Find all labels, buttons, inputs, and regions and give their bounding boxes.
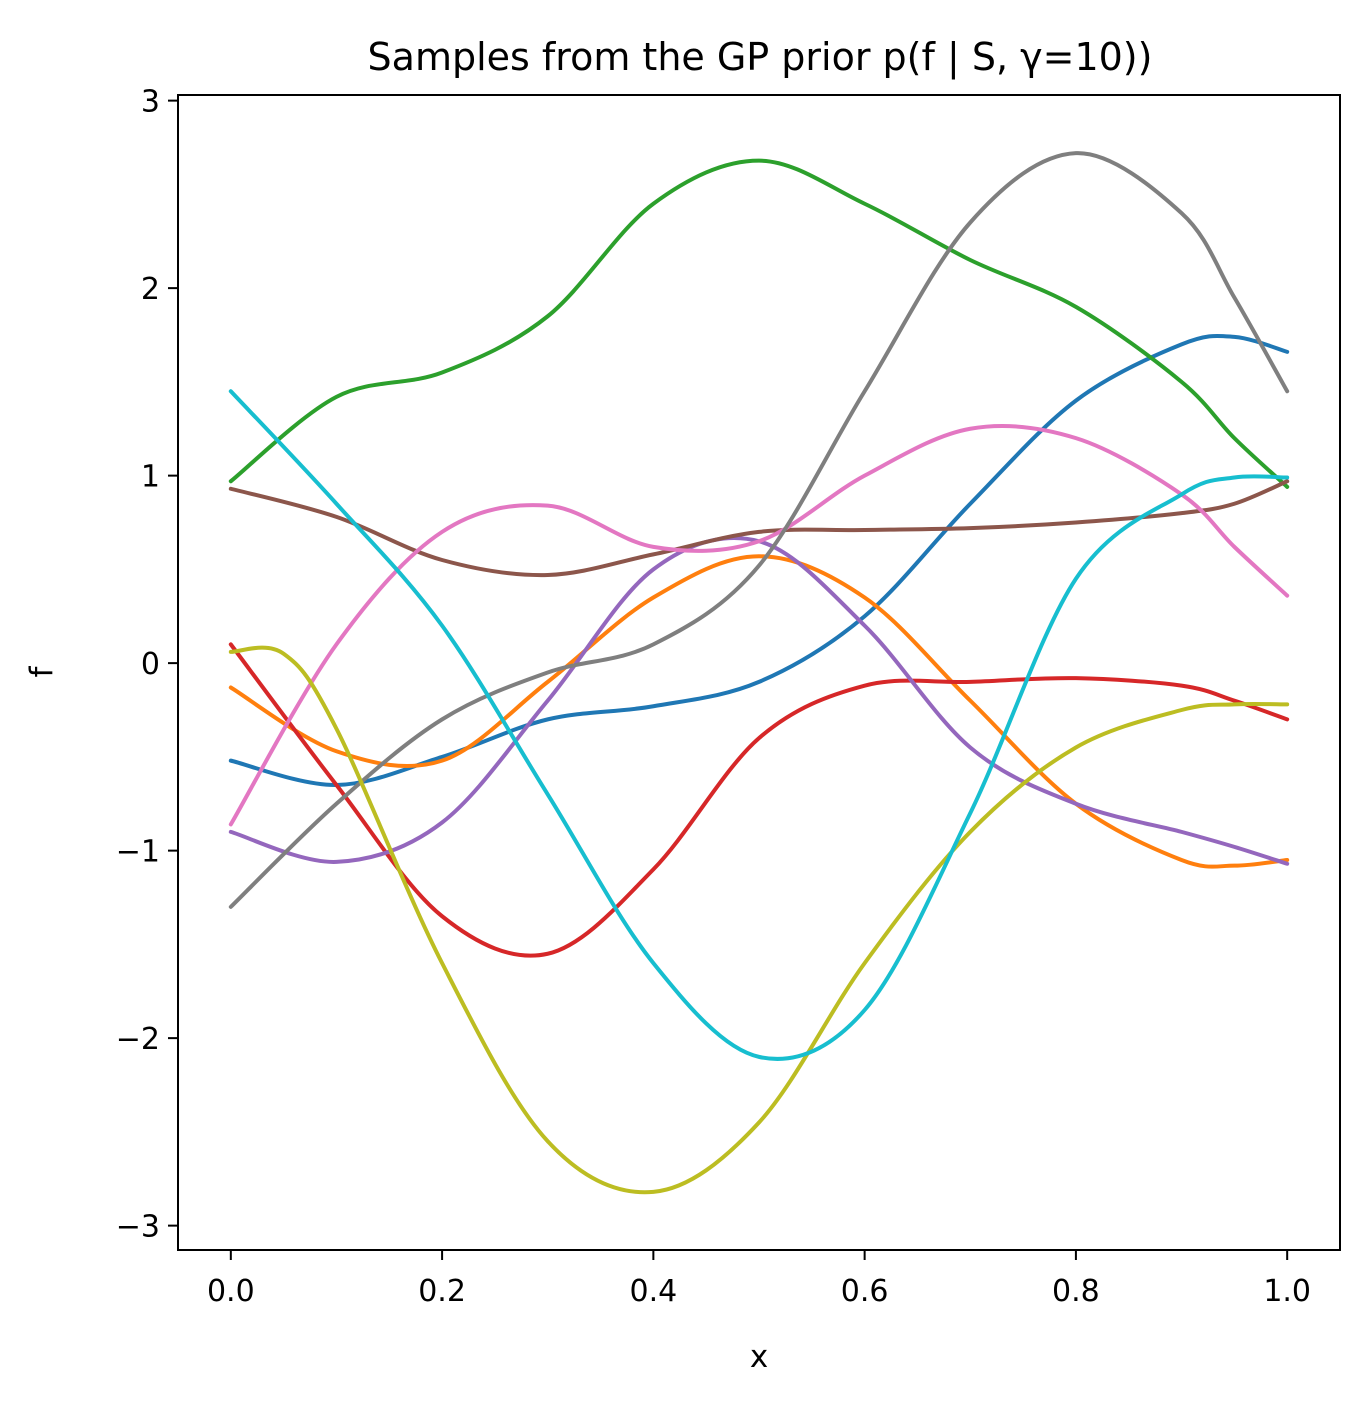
y-tick-label: 1: [141, 460, 160, 495]
x-tick-label: 1.0: [1263, 1274, 1311, 1309]
plot-frame: [177, 94, 1341, 1251]
series-line-2: [228, 554, 1290, 869]
chart-title: Samples from the GP prior p(f | S, γ=10)…: [368, 35, 1153, 80]
x-tick-label: 0.2: [418, 1274, 466, 1309]
x-axis-label: x: [750, 1339, 768, 1375]
series-line-5: [228, 536, 1290, 866]
y-tick-label: 2: [141, 272, 160, 307]
x-tick-label: 0.6: [841, 1274, 889, 1309]
y-tick-label: −3: [116, 1210, 160, 1245]
series-line-7: [228, 423, 1290, 827]
y-tick-label: −1: [116, 835, 160, 870]
y-axis-label: f: [24, 665, 60, 677]
x-tick-label: 0.4: [630, 1274, 678, 1309]
series-line-3: [228, 158, 1290, 489]
x-tick-label: 0.0: [207, 1274, 255, 1309]
series-line-4: [228, 642, 1290, 958]
y-axis: 3 2 1 0 −1 −2 −3: [116, 85, 178, 1245]
y-tick-label: 0: [141, 647, 160, 682]
x-axis: 0.0 0.2 0.4 0.6 0.8 1.0: [207, 1250, 1311, 1309]
plot-lines: [228, 151, 1290, 1195]
series-line-9: [228, 645, 1290, 1195]
series-line-10: [228, 389, 1290, 1061]
y-tick-label: 3: [141, 85, 160, 120]
series-line-8: [228, 151, 1290, 909]
y-tick-label: −2: [116, 1022, 160, 1057]
series-line-1: [228, 333, 1290, 788]
x-tick-label: 0.8: [1052, 1274, 1100, 1309]
